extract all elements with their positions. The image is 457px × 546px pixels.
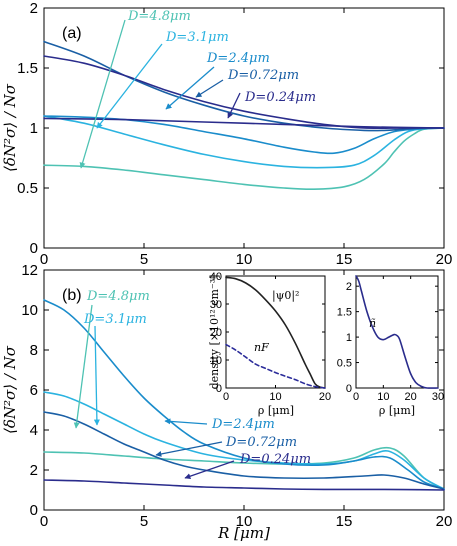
inset-density-curve-nf — [225, 343, 326, 389]
panel-b-x-tick-label-3: 15 — [336, 513, 353, 530]
panel-b-arrow-d-4-8-m — [73, 304, 93, 429]
inset-ntilde-x-tick-label-0: 0 — [353, 391, 359, 403]
panel-b-y-tick-label-0: 0 — [30, 502, 38, 519]
inset-density: 0 10 20 0 10 20 30 40 |ψ0|² nF ρ [μm] density [… — [208, 271, 331, 417]
panel-a-x-tick-label-0: 0 — [40, 251, 48, 268]
panel-a-annotation-d-3-1-m: D=3.1μm — [165, 30, 229, 45]
panel-b-curves — [43, 299, 445, 491]
panel-b-x-tick-label-4: 20 — [436, 513, 453, 530]
panel-b-y-tick-label-3: 6 — [30, 382, 38, 399]
y-axis-label-a: ⟨δN²σ⟩ / Nσ — [1, 83, 19, 172]
panel-b-annotation-d-0-72-m: D=0.72μm — [225, 435, 297, 450]
inset-ntilde-y-tick-label-3: 1.5 — [337, 307, 352, 319]
y-axis-label-b: ⟨δN²σ⟩ / Nσ — [1, 345, 19, 434]
inset-density-y-tick-label-0: 0 — [216, 383, 222, 395]
inset-density-y-tick-label-1: 10 — [210, 355, 222, 367]
panel-a-arrow-d-2-4-m — [165, 66, 215, 110]
panel-b-annotation-d-2-4-m: D=2.4μm — [211, 417, 275, 432]
panel-a-annotation-d-0-72-m: D=0.72μm — [227, 68, 299, 83]
panel-a-arrow-d-0-24-m — [227, 92, 241, 119]
panel-b-curve-d-2-4-m — [43, 299, 445, 490]
panel-a-y-tick-label-1: 0.5 — [17, 180, 38, 197]
panel-a-y-tick-label-0: 0 — [30, 240, 38, 257]
inset-ntilde-curve-unnamed — [355, 275, 439, 389]
inset-ntilde-x-tick-label-3: 30 — [432, 391, 444, 403]
panel-a-x-tick-label-1: 5 — [140, 251, 148, 268]
inset-ntilde-y-tick-label-0: 0 — [346, 383, 352, 395]
panel-a-curve-d-3-1-m — [43, 115, 445, 169]
panel-a-curve-d-4-8-m — [43, 127, 445, 191]
inset-ntilde-curves — [355, 275, 439, 389]
panel-a-annotation-d-4-8-m: D=4.8μm — [127, 9, 191, 24]
panel-b-annotations: D=4.8μm D=3.1μm D=2.4μm D=0.72μm D=0.24μm — [73, 289, 311, 480]
panel-b-curve-d-0-72-m — [43, 411, 445, 490]
panel-a-annotation-d-2-4-m: D=2.4μm — [206, 51, 270, 66]
panel-b-annotation-d-0-24-m: D=0.24μm — [239, 452, 311, 467]
inset-density-x-tick-label-0: 0 — [223, 391, 229, 403]
panel-b-x-tick-label-2: 10 — [236, 513, 253, 530]
panel-b-arrow-d-0-24-m — [184, 460, 235, 480]
panel-a-arrow-d-0-72-m — [195, 79, 224, 98]
inset-ntilde-y-tick-label-1: 0.5 — [337, 358, 352, 370]
inset-density-y-tick-label-4: 40 — [210, 271, 222, 283]
inset-density-x-tick-label-2: 20 — [319, 391, 331, 403]
panel-a-y-tick-label-4: 2 — [30, 0, 38, 17]
inset-ntilde-y-tick-label-2: 1 — [346, 332, 352, 344]
inset-ntilde-y-tick-label-4: 2 — [346, 281, 352, 293]
panel-b-x-tick-label-1: 5 — [140, 513, 148, 530]
panel-a-annotation-d-0-24-m: D=0.24μm — [244, 90, 316, 105]
panel-a-curve-series-5 — [43, 117, 445, 129]
inset-density-y-tick-label-2: 20 — [210, 327, 222, 339]
panel-b-label: (b) — [62, 287, 82, 304]
inset-density-curves — [225, 276, 326, 389]
inset-psi-label: |ψ0|² — [272, 289, 299, 303]
inset-density-xlabel: ρ [μm] — [258, 404, 294, 417]
panel-a-curve-d-0-24-m — [43, 55, 445, 130]
panel-b-y-tick-label-6: 12 — [21, 262, 38, 279]
panel-a-x-tick-label-2: 10 — [236, 251, 253, 268]
inset-ntilde-x-tick-label-1: 10 — [377, 391, 389, 403]
panel-a-curves — [43, 40, 445, 191]
inset-density-ylabel: density [×10¹² cm⁻³] — [208, 275, 221, 390]
inset-ntilde-label: ñ — [369, 317, 376, 330]
panel-b-arrow-d-3-1-m — [93, 325, 100, 426]
inset-ntilde-x-tick-label-2: 20 — [405, 391, 417, 403]
panel-a-x-tick-label-4: 20 — [436, 251, 453, 268]
inset-density-x-tick-label-1: 10 — [269, 391, 281, 403]
panel-b-y-tick-label-4: 8 — [30, 342, 38, 359]
panel-b-arrow-d-2-4-m — [164, 418, 208, 425]
panel-b-y-tick-label-1: 2 — [30, 462, 38, 479]
panel-a: 0 5 10 15 20 0 0.5 1 1.5 2 (a) D=4.8μm D=3.1μm D=2.… — [17, 0, 452, 268]
panel-a-y-tick-label-3: 1.5 — [17, 60, 38, 77]
inset-ntilde-xlabel: ρ [μm] — [379, 404, 415, 417]
inset-ntilde-frame — [355, 275, 439, 389]
panel-b-curve-d-3-1-m — [43, 391, 445, 490]
panel-a-ticks: 0 5 10 15 20 0 0.5 1 1.5 2 — [17, 0, 452, 268]
panel-a-annotations: D=4.8μm D=3.1μm D=2.4μm D=0.72μm D=0.24μm — [79, 9, 316, 169]
panel-b-y-tick-label-2: 4 — [30, 422, 38, 439]
inset-ntilde: 0 10 20 30 0 0.5 1 1.5 2 ñ ρ [μm] — [337, 275, 444, 417]
inset-density-curve-0 — [225, 276, 326, 389]
panel-b-x-tick-label-0: 0 — [40, 513, 48, 530]
panel-b-curve-d-0-24-m — [43, 479, 445, 491]
panel-a-y-tick-label-2: 1 — [30, 120, 38, 137]
panel-b-arrow-d-0-72-m — [155, 441, 223, 457]
panel-a-x-tick-label-3: 15 — [336, 251, 353, 268]
inset-density-ticks: 0 10 20 0 10 20 30 40 — [210, 271, 331, 403]
inset-density-y-tick-label-3: 30 — [210, 299, 222, 311]
x-axis-label: R [μm] — [217, 524, 270, 542]
panel-a-arrow-d-3-1-m — [96, 43, 163, 129]
panel-b-annotation-d-3-1-m: D=3.1μm — [83, 312, 147, 327]
inset-ntilde-ticks: 0 10 20 30 0 0.5 1 1.5 2 — [337, 276, 444, 403]
inset-nf-label: nF — [254, 341, 269, 354]
panel-a-arrow-d-4-8-m — [79, 19, 126, 169]
panel-a-label: (a) — [62, 25, 82, 42]
panel-b-y-tick-label-5: 10 — [21, 302, 38, 319]
panel-b-annotation-d-4-8-m: D=4.8μm — [86, 289, 150, 304]
